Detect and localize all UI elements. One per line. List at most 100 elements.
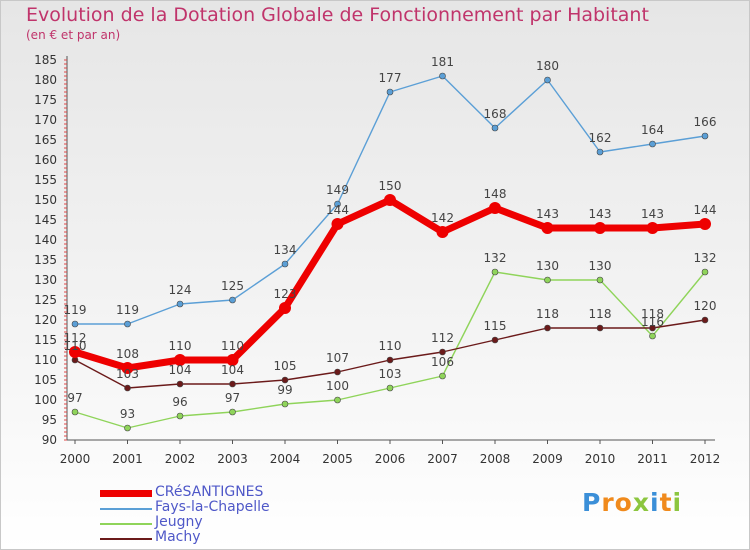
data-label: 96 [172, 395, 187, 409]
data-point [384, 194, 396, 206]
legend-item-cresantignes[interactable]: CRéSANTIGNES [100, 484, 340, 501]
data-point [281, 400, 289, 408]
chart-title: Evolution de la Dotation Globale de Fonc… [26, 4, 649, 26]
y-tick-label: 180 [34, 73, 57, 87]
data-point [439, 348, 446, 356]
legend-swatch-jeugny [100, 523, 152, 525]
data-point [649, 332, 656, 340]
logo-letter: x [632, 488, 650, 517]
data-point [701, 316, 709, 324]
data-point [229, 408, 236, 416]
y-tick-label: 110 [34, 353, 57, 367]
legend-item-fays-la-chapelle[interactable]: Fays-la-Chapelle [100, 499, 340, 516]
data-label: 103 [116, 367, 139, 381]
data-point [701, 132, 709, 140]
y-tick-label: 150 [34, 193, 57, 207]
data-point [124, 424, 131, 432]
data-point [544, 324, 551, 332]
data-point [334, 396, 341, 404]
data-label: 150 [379, 179, 402, 193]
data-label: 120 [694, 299, 717, 313]
data-label: 104 [221, 363, 244, 377]
logo-letter: P [582, 488, 602, 517]
data-point [544, 76, 551, 84]
x-tick-label: 2001 [112, 452, 143, 466]
legend-item-jeugny[interactable]: Jeugny [100, 514, 340, 531]
data-point [386, 88, 394, 96]
x-tick-label: 2012 [690, 452, 721, 466]
x-tick-label: 2007 [427, 452, 458, 466]
x-tick-label: 2008 [480, 452, 511, 466]
y-tick-label: 100 [34, 393, 57, 407]
data-point [699, 218, 711, 230]
data-label: 177 [379, 71, 402, 85]
data-point [594, 222, 606, 234]
data-point [596, 276, 604, 284]
data-point [649, 140, 656, 148]
legend-label-fays-la-chapelle: Fays-la-Chapelle [155, 499, 270, 515]
data-label: 119 [64, 303, 87, 317]
y-tick-label: 175 [34, 93, 57, 107]
x-tick-label: 2002 [165, 452, 196, 466]
data-label: 103 [379, 367, 402, 381]
data-point [491, 268, 499, 276]
data-point [701, 268, 709, 276]
data-point [71, 320, 79, 328]
data-label: 125 [221, 279, 244, 293]
data-point [229, 296, 236, 304]
x-tick-label: 2004 [270, 452, 301, 466]
x-tick-label: 2006 [375, 452, 406, 466]
legend-swatch-fays-la-chapelle [100, 508, 152, 510]
data-label: 118 [536, 307, 559, 321]
data-label: 164 [641, 123, 664, 137]
x-tick-label: 2009 [532, 452, 563, 466]
chart-subtitle: (en € et par an) [26, 28, 121, 42]
y-tick-label: 125 [34, 293, 57, 307]
legend-label-cresantignes: CRéSANTIGNES [155, 484, 264, 500]
data-label: 110 [379, 339, 402, 353]
data-label: 132 [694, 251, 717, 265]
data-label: 100 [326, 379, 349, 393]
logo-letter: o [614, 488, 633, 517]
y-tick-label: 120 [34, 313, 57, 327]
data-point [491, 336, 499, 344]
x-tick-label: 2011 [637, 452, 668, 466]
data-label: 104 [169, 363, 192, 377]
data-point [124, 384, 131, 392]
data-label: 180 [536, 59, 559, 73]
data-point [489, 202, 501, 214]
data-point [71, 408, 79, 416]
data-label: 130 [589, 259, 612, 273]
data-label: 143 [641, 207, 664, 221]
data-point [439, 372, 446, 380]
x-tick-label: 2003 [217, 452, 248, 466]
proxiti-logo: Proxiti [582, 488, 682, 517]
data-label: 181 [431, 55, 454, 69]
data-label: 123 [274, 287, 297, 301]
data-label: 93 [120, 407, 135, 421]
data-point [334, 200, 341, 208]
y-tick-label: 105 [34, 373, 57, 387]
legend: CRéSANTIGNES Fays-la-Chapelle Jeugny Mac… [100, 484, 340, 546]
data-label: 118 [641, 307, 664, 321]
y-tick-label: 155 [34, 173, 57, 187]
logo-letter: r [601, 488, 615, 517]
data-point [174, 354, 186, 366]
y-tick-label: 90 [42, 433, 57, 447]
data-point [596, 148, 604, 156]
x-tick-label: 2000 [60, 452, 91, 466]
data-point [176, 412, 184, 420]
data-point [331, 218, 344, 230]
y-tick-label: 95 [42, 413, 57, 427]
data-label: 110 [221, 339, 244, 353]
data-label: 124 [169, 283, 192, 297]
legend-item-machy[interactable]: Machy [100, 529, 340, 546]
data-label: 162 [589, 131, 612, 145]
data-point [439, 72, 446, 80]
logo-letter: t [659, 488, 673, 517]
data-point [491, 124, 499, 132]
data-point [646, 222, 659, 234]
data-point [596, 324, 604, 332]
